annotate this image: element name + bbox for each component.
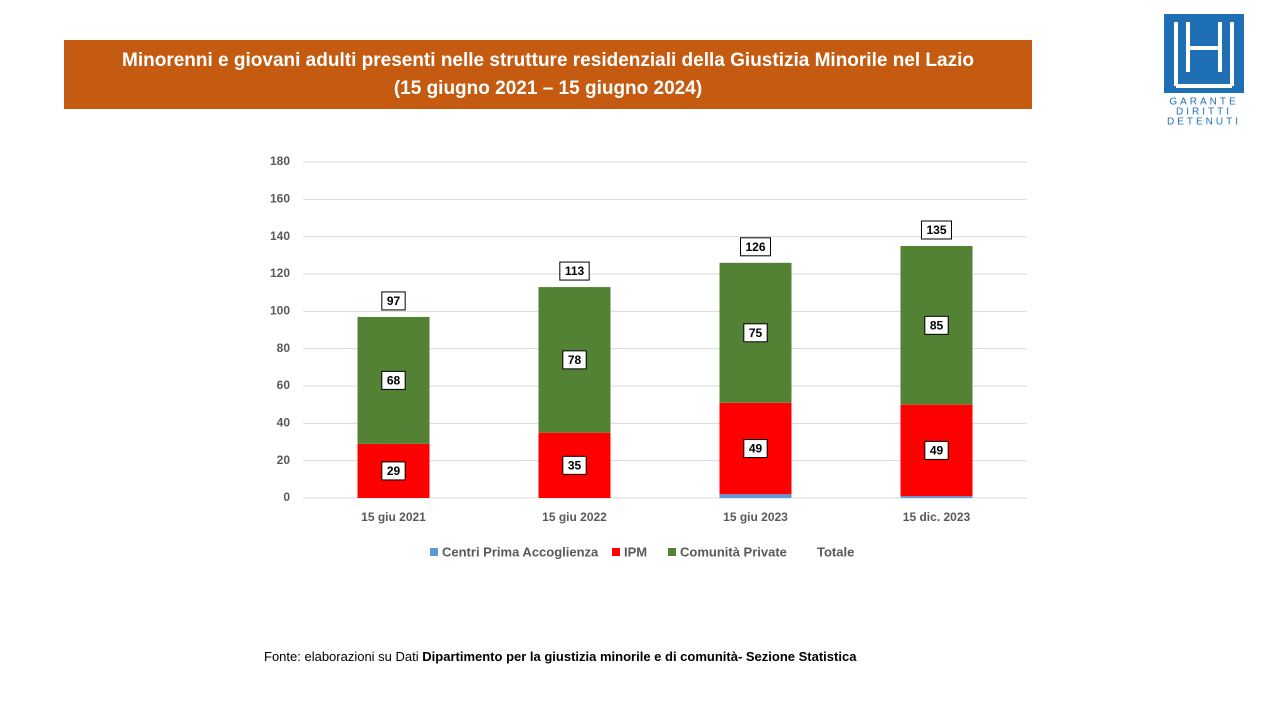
y-tick-label: 160	[270, 192, 290, 206]
legend-swatch	[612, 548, 620, 556]
chart-title: Minorenni e giovani adulti presenti nell…	[122, 50, 974, 71]
y-tick-label: 0	[283, 490, 290, 504]
logo-text: GARANTE	[1169, 97, 1238, 108]
data-label-box	[562, 350, 587, 370]
x-tick-label: 15 giu 2023	[723, 510, 788, 524]
bar-segment	[900, 496, 973, 498]
logo-text: DIRITTI	[1176, 107, 1232, 118]
x-tick-label: 15 giu 2022	[542, 510, 607, 524]
legend-swatch	[430, 548, 438, 556]
chart-subtitle: (15 giugno 2021 – 15 giugno 2024)	[394, 78, 702, 99]
source: Fonte: elaborazioni su Dati Dipartimento…	[264, 649, 857, 664]
total-label: 126	[745, 240, 765, 254]
total-label-box	[559, 261, 590, 281]
data-label-box	[743, 323, 768, 343]
data-label-box	[562, 455, 587, 475]
y-tick-label: 80	[277, 341, 291, 355]
total-label: 97	[387, 294, 401, 308]
data-label: 75	[749, 326, 763, 340]
data-label: 49	[749, 442, 763, 456]
y-tick-label: 140	[270, 229, 290, 243]
x-tick-label: 15 giu 2021	[361, 510, 426, 524]
total-label-box	[381, 291, 406, 311]
y-tick-label: 120	[270, 266, 290, 280]
x-tick-label: 15 dic. 2023	[903, 510, 971, 524]
data-label-box	[743, 439, 768, 459]
total-label-box	[920, 220, 953, 240]
title-band	[64, 40, 1032, 109]
data-label: 29	[387, 464, 401, 478]
y-tick-label: 180	[270, 154, 290, 168]
bar-segment	[719, 494, 792, 498]
data-label-box	[924, 440, 949, 460]
legend-label: IPM	[624, 544, 647, 559]
source-bold: Dipartimento per la giustizia minorile e…	[422, 649, 857, 664]
total-label-box	[739, 237, 772, 257]
data-label: 78	[568, 353, 582, 367]
data-label: 49	[930, 444, 944, 458]
data-label-box	[924, 315, 949, 335]
legend-label: Centri Prima Accoglienza	[442, 544, 599, 559]
y-tick-label: 40	[277, 416, 291, 430]
y-tick-label: 60	[277, 378, 291, 392]
y-tick-label: 100	[270, 304, 290, 318]
legend-label: Totale	[817, 544, 854, 559]
data-label-box	[381, 370, 406, 390]
data-label: 35	[568, 459, 582, 473]
logo-glyph	[1174, 22, 1234, 88]
total-label: 135	[926, 223, 946, 237]
data-label: 85	[930, 319, 944, 333]
legend-swatch	[668, 548, 676, 556]
logo-text: DETENUTI	[1167, 117, 1241, 128]
legend-label: Comunità Private	[680, 544, 787, 559]
y-tick-label: 20	[277, 453, 291, 467]
logo: GARANTE DIRITTI DETENUTI	[1164, 14, 1244, 128]
data-label: 68	[387, 374, 401, 388]
total-label: 113	[565, 264, 585, 278]
source-prefix: Fonte: elaborazioni su Dati	[264, 649, 419, 664]
data-label-box	[381, 461, 406, 481]
